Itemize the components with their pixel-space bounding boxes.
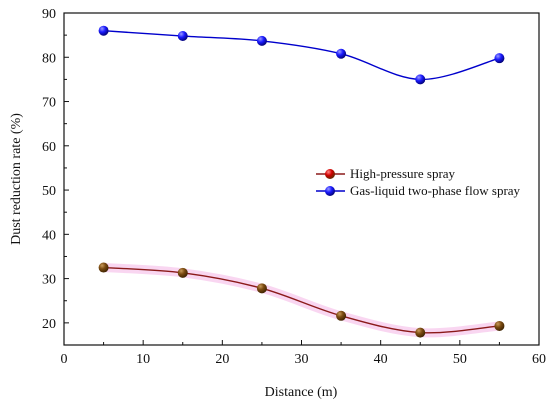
data-point <box>177 267 188 278</box>
x-tick-label: 40 <box>374 352 388 367</box>
data-point <box>256 283 267 294</box>
y-tick-label: 70 <box>42 96 56 111</box>
ticks-layer: 0 10 20 30 40 50 60 20 30 40 50 60 70 80 90 <box>42 7 546 367</box>
legend-marker-high-pressure <box>325 169 335 179</box>
y-tick-label: 50 <box>42 184 56 199</box>
x-tick-label: 50 <box>453 352 467 367</box>
legend-label-high-pressure: High-pressure spray <box>350 166 456 181</box>
legend: High-pressure spray Gas-liquid two-phase… <box>316 166 521 198</box>
data-point <box>415 74 426 85</box>
plot-frame <box>63 12 540 346</box>
legend-label-gas-liquid: Gas-liquid two-phase flow spray <box>350 183 521 198</box>
y-tick-label: 40 <box>42 228 56 243</box>
y-tick-label: 80 <box>42 51 56 66</box>
series-highlight-band <box>99 263 504 338</box>
y-axis-title: Dust reduction rate (%) <box>9 113 24 245</box>
legend-marker-gas-liquid <box>325 186 335 196</box>
x-tick-label: 60 <box>532 352 546 367</box>
data-point <box>336 48 347 59</box>
y-tick-label: 60 <box>42 140 56 155</box>
y-tick-label: 30 <box>42 273 56 288</box>
data-point <box>494 53 505 64</box>
y-tick-label: 20 <box>42 317 56 332</box>
x-tick-label: 30 <box>295 352 309 367</box>
x-tick-label: 20 <box>215 352 229 367</box>
data-point <box>494 320 505 331</box>
x-tick-label: 10 <box>136 352 150 367</box>
data-point <box>98 262 109 273</box>
data-point <box>415 327 426 338</box>
x-axis-title: Distance (m) <box>265 385 338 400</box>
data-point <box>256 35 267 46</box>
series-layer <box>98 25 505 338</box>
data-point <box>336 310 347 321</box>
x-tick-label: 0 <box>61 352 68 367</box>
data-point <box>177 31 188 42</box>
data-point <box>98 25 109 36</box>
y-tick-label: 90 <box>42 7 56 22</box>
series-line <box>103 30 500 81</box>
